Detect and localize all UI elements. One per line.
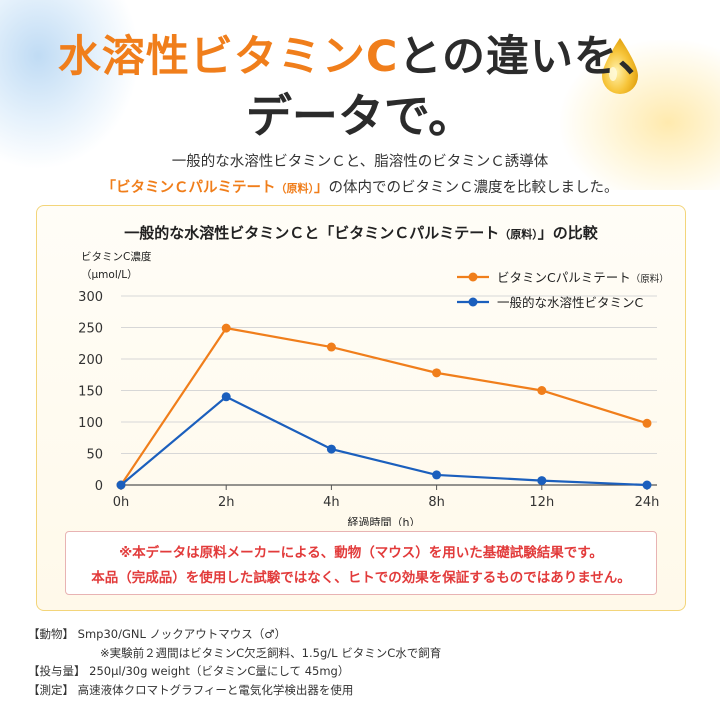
oil-splash-decoration <box>560 40 720 190</box>
data-point <box>537 386 547 395</box>
legend-label: 一般的な水溶性ビタミンC <box>497 295 644 310</box>
series-line-1 <box>120 326 648 486</box>
headline-line1: 水溶性ビタミンCとの違いを、 <box>0 22 720 84</box>
chart-title: 一般的な水溶性ビタミンＣと「ビタミンＣパルミテート（原料）」の比較 <box>37 222 685 243</box>
x-tick-label: 8h <box>428 495 445 510</box>
x-tick-label: 24h <box>635 495 660 510</box>
data-point <box>221 392 231 402</box>
measure-row: 【測定】 高速液体クロマトグラフィーと電気化学検出器を使用 <box>28 681 698 700</box>
animal-row: 【動物】 Smp30/GNL ノックアウトマウス（♂） <box>28 625 698 644</box>
x-axis-label: 経過時間（h） <box>348 516 421 526</box>
headline-dark-text: との違いを、 <box>398 32 663 82</box>
measure-label: 【測定】 <box>28 682 74 697</box>
intro-rest: の体内でのビタミンＣ濃度を比較しました。 <box>328 180 619 196</box>
data-point <box>221 323 231 333</box>
experiment-details: 【動物】 Smp30/GNL ノックアウトマウス（♂） ※実験前２週間はビタミン… <box>28 625 698 699</box>
data-point <box>432 470 442 480</box>
disclaimer-box: ※本データは原料メーカーによる、動物（マウス）を用いた基礎試験結果です。 本品（… <box>65 531 657 595</box>
dose-row: 【投与量】 250μl/30g weight（ビタミンC量にして 45mg） <box>28 662 698 681</box>
y-tick-label: 0 <box>95 479 103 494</box>
animal-note: ※実験前２週間はビタミンC欠乏飼料、1.5g/L ビタミンC水で飼育 <box>100 645 442 660</box>
animal-label: 【動物】 <box>28 627 74 641</box>
x-tick-label: 2h <box>218 495 235 510</box>
x-tick-label: 0h <box>113 495 130 510</box>
y-tick-label: 200 <box>78 353 103 368</box>
legend-label-small: （原料） <box>631 273 669 285</box>
headline-line2: データで。 <box>245 89 475 143</box>
legend-marker <box>468 297 478 307</box>
measure-text: 高速液体クロマトグラフィーと電気化学検出器を使用 <box>77 682 354 697</box>
intro-highlight-small: （原料） <box>275 182 315 195</box>
x-tick-label: 4h <box>323 495 340 510</box>
chart-panel: 一般的な水溶性ビタミンＣと「ビタミンＣパルミテート（原料）」の比較 ビタミンC濃… <box>36 205 686 611</box>
chart-title-end: 」の比較 <box>537 224 598 242</box>
data-point <box>642 418 652 428</box>
intro-line2: 「ビタミンＣパルミテート（原料）」の体内でのビタミンＣ濃度を比較しました。 <box>0 176 720 197</box>
data-point <box>642 480 652 490</box>
y-tick-label: 50 <box>86 448 103 463</box>
legend-marker <box>468 272 478 282</box>
data-point <box>326 342 336 352</box>
disclaimer-line1: ※本データは原料メーカーによる、動物（マウス）を用いた基礎試験結果です。 <box>119 545 603 561</box>
oil-drop-icon <box>602 38 638 94</box>
water-splash-decoration <box>0 0 140 170</box>
series-line-2 <box>120 395 648 487</box>
data-point <box>432 368 442 378</box>
y-tick-label: 150 <box>78 385 103 400</box>
disclaimer-line2: 本品（完成品）を使用した試験ではなく、ヒトでの効果を保証するものではありません。 <box>91 570 631 586</box>
chart-title-main: 一般的な水溶性ビタミンＣと「ビタミンＣパルミテート <box>124 224 500 242</box>
y-axis-unit: （μmol/L） <box>81 269 138 281</box>
dose-text: 250μl/30g weight（ビタミンC量にして 45mg） <box>89 664 350 678</box>
y-axis-label: ビタミンC濃度 <box>81 250 152 263</box>
line-chart: ビタミンC濃度 （μmol/L） 0 50 100 150 200 250 300 0h 2h 4h 8… <box>78 250 669 526</box>
y-tick-label: 300 <box>78 290 103 305</box>
intro-line1: 一般的な水溶性ビタミンＣと、脂溶性のビタミンＣ誘導体 <box>171 154 549 170</box>
data-point <box>326 444 336 454</box>
legend-label: ビタミンCパルミテート（原料） <box>497 270 669 285</box>
dose-label: 【投与量】 <box>28 664 86 678</box>
intro-highlight-end: 」 <box>314 180 329 196</box>
chart-title-small: （原料） <box>499 228 538 241</box>
y-tick-label: 250 <box>78 322 103 337</box>
animal-text: Smp30/GNL ノックアウトマウス（♂） <box>77 627 287 641</box>
data-point <box>116 480 126 490</box>
data-point <box>537 476 547 486</box>
y-tick-label: 100 <box>78 416 103 431</box>
x-tick-label: 12h <box>529 495 554 510</box>
intro-highlight: 「ビタミンＣパルミテート <box>101 180 276 196</box>
headline-orange-text: 水溶性ビタミンC <box>57 32 399 82</box>
